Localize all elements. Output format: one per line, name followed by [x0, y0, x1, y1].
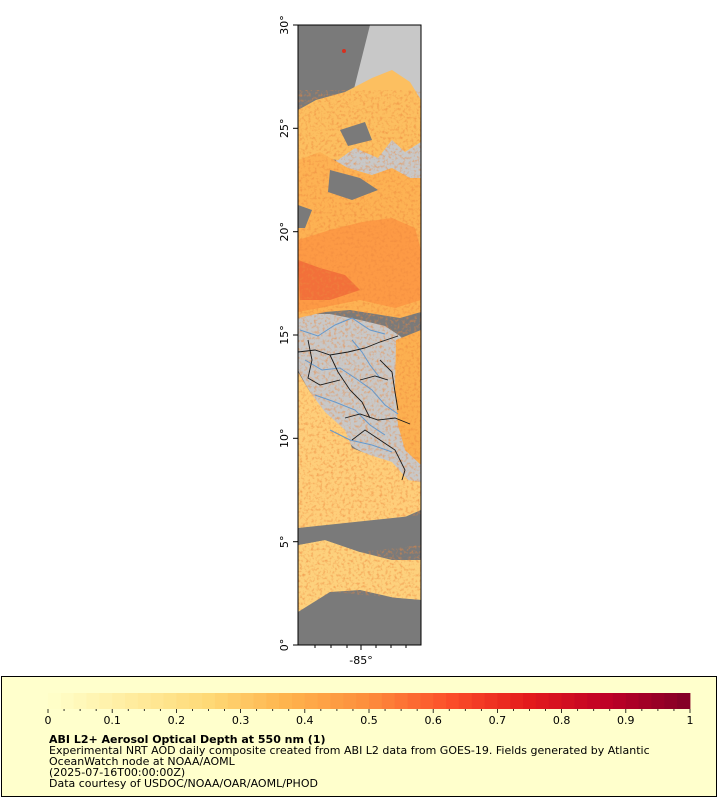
lon-axis: -85° — [314, 645, 407, 667]
colorbar-cell — [471, 693, 485, 709]
colorbar-cell — [253, 693, 267, 709]
lat-tick-label: 5° — [278, 535, 291, 548]
colorbar-cell — [587, 693, 601, 709]
colorbar-tick-label: 0.4 — [296, 714, 314, 727]
colorbar-cell — [189, 693, 203, 709]
aod-hotspot — [342, 49, 346, 53]
colorbar-tick-label: 0.9 — [617, 714, 635, 727]
colorbar-cell — [651, 693, 665, 709]
colorbar-cell — [394, 693, 408, 709]
colorbar-cell — [446, 693, 460, 709]
colorbar-cell — [381, 693, 396, 709]
no-data-patches — [298, 122, 421, 645]
colorbar-ticks: 0 0.1 0.2 0.3 0.4 0.5 0.6 0.7 0.8 0.9 1 — [45, 709, 694, 727]
colorbar-cell — [176, 693, 190, 709]
colorbar-tick-label: 0.5 — [360, 714, 378, 727]
lat-tick-label: 0° — [278, 639, 291, 652]
lat-tick-label: 15° — [278, 325, 291, 345]
colorbar-cell — [291, 693, 306, 709]
legend-credits: Data courtesy of USDOC/NOAA/OAR/AOML/PHO… — [49, 777, 318, 790]
colorbar-cell — [600, 693, 614, 709]
colorbar-cell — [548, 693, 562, 709]
legend-description: Experimental NRT AOD daily composite cre… — [49, 744, 650, 757]
colorbar-cell — [163, 693, 177, 709]
colorbar: 0 0.1 0.2 0.3 0.4 0.5 0.6 0.7 0.8 0.9 1 — [45, 693, 694, 727]
colorbar-cell — [638, 693, 652, 709]
colorbar-cell — [202, 693, 216, 709]
colorbar-cell — [420, 693, 434, 709]
colorbar-tick-label: 0 — [45, 714, 52, 727]
colorbar-cell — [99, 693, 113, 709]
colorbar-tick-label: 0.1 — [103, 714, 121, 727]
borders-layer — [298, 335, 411, 481]
colorbar-cell — [369, 693, 383, 709]
colorbar-cell — [86, 693, 100, 709]
colorbar-cell — [561, 693, 575, 709]
aod-map[interactable]: 0° 5° 10° 15° 20° 25° 30° -85° — [0, 0, 720, 672]
lat-axis: 0° 5° 10° 15° 20° 25° 30° — [278, 15, 298, 651]
colorbar-tick-label: 0.6 — [424, 714, 442, 727]
legend-node: OceanWatch node at NOAA/AOML — [49, 755, 235, 768]
lat-tick-label: 20° — [278, 222, 291, 242]
colorbar-tick-label: 1 — [687, 714, 694, 727]
map-svg: 0° 5° 10° 15° 20° 25° 30° -85° — [278, 15, 422, 667]
colorbar-cell — [574, 693, 588, 709]
colorbar-cell — [227, 693, 241, 709]
colorbar-cell — [664, 693, 678, 709]
rivers-layer — [299, 317, 399, 453]
legend-panel: 0 0.1 0.2 0.3 0.4 0.5 0.6 0.7 0.8 0.9 1 ABI L2+ Ae… — [1, 676, 717, 797]
lat-tick-label: 30° — [278, 15, 291, 35]
colorbar-cell — [112, 693, 126, 709]
lat-tick-label: 10° — [278, 429, 291, 449]
colorbar-cell — [497, 693, 511, 709]
colorbar-cell — [73, 693, 87, 709]
colorbar-tick-label: 0.3 — [232, 714, 250, 727]
colorbar-cell — [433, 693, 447, 709]
colorbar-cell — [125, 693, 139, 709]
colorbar-cell — [137, 693, 152, 709]
colorbar-tick-label: 0.2 — [168, 714, 186, 727]
colorbar-cell — [343, 693, 357, 709]
colorbar-cell — [214, 693, 229, 709]
colorbar-tick-label: 0.8 — [553, 714, 571, 727]
legend-timestamp: (2025-07-16T00:00:00Z) — [49, 766, 186, 779]
colorbar-cell — [279, 693, 293, 709]
colorbar-cells — [48, 693, 691, 709]
colorbar-cell — [48, 693, 62, 709]
colorbar-cell — [535, 693, 550, 709]
colorbar-cell — [266, 693, 280, 709]
lon-tick-label: -85° — [349, 654, 372, 667]
map-content — [298, 25, 421, 645]
colorbar-tick-label: 0.7 — [489, 714, 507, 727]
colorbar-cell — [677, 693, 691, 709]
colorbar-cell — [317, 693, 331, 709]
colorbar-cell — [356, 693, 370, 709]
colorbar-cell — [240, 693, 254, 709]
legend-title: ABI L2+ Aerosol Optical Depth at 550 nm … — [49, 733, 326, 746]
colorbar-cell — [612, 693, 627, 709]
colorbar-cell — [458, 693, 473, 709]
colorbar-cell — [330, 693, 344, 709]
colorbar-cell — [523, 693, 537, 709]
colorbar-cell — [150, 693, 164, 709]
colorbar-cell — [60, 693, 75, 709]
colorbar-cell — [625, 693, 640, 709]
colorbar-cell — [304, 693, 319, 709]
colorbar-cell — [407, 693, 421, 709]
colorbar-cell — [484, 693, 498, 709]
colorbar-cell — [510, 693, 524, 709]
lat-tick-label: 25° — [278, 119, 291, 139]
